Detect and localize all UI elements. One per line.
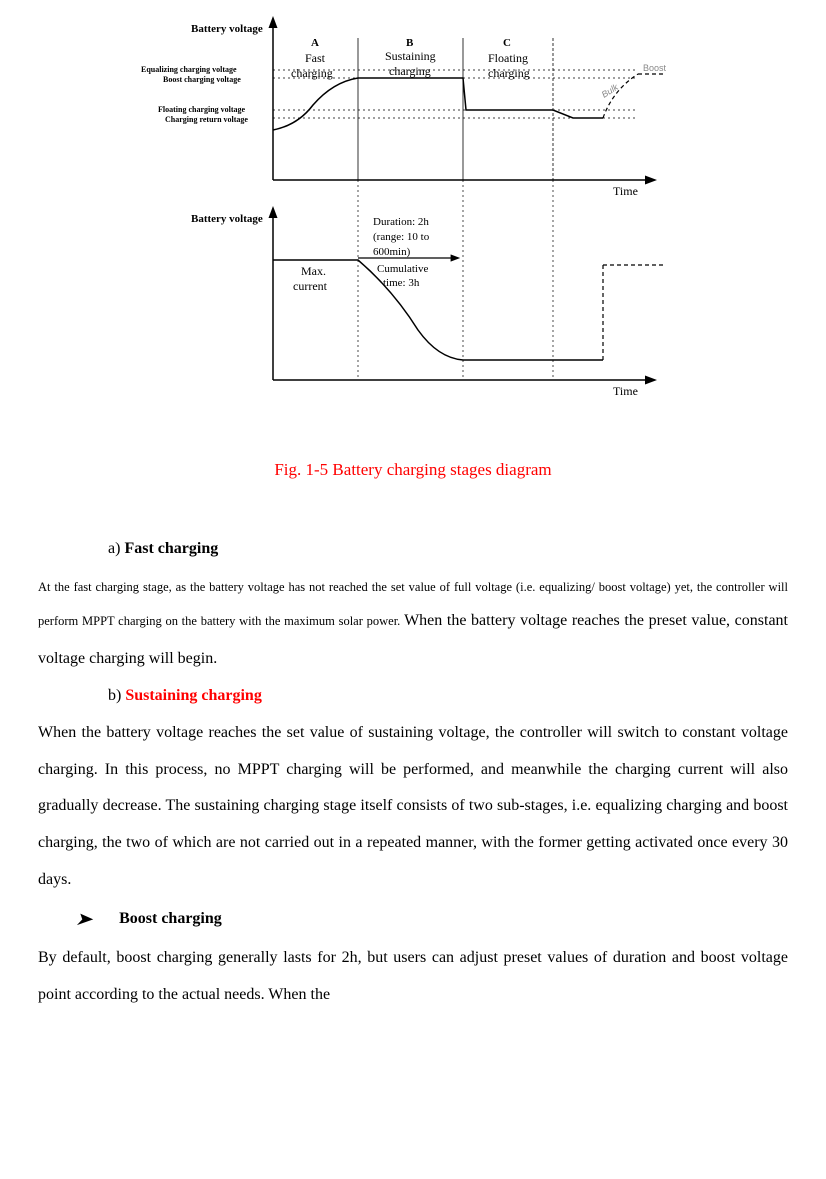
figure-caption: Fig. 1-5 Battery charging stages diagram bbox=[38, 460, 788, 480]
section-b-heading: b) Sustaining charging bbox=[108, 687, 788, 705]
top-axis-title: Battery voltage bbox=[191, 23, 263, 35]
phase-c-letter: C bbox=[503, 37, 511, 49]
bulk-label: Bulk bbox=[600, 82, 621, 100]
phase-b-w2: charging bbox=[389, 64, 431, 78]
info-range2: 600min) bbox=[373, 246, 411, 258]
info-range: (range: 10 to bbox=[373, 231, 430, 243]
info-cum1: Cumulative bbox=[377, 263, 428, 275]
charging-diagram: Battery voltage Time A B C Fast charging… bbox=[133, 10, 693, 430]
phase-b-w1: Sustaining bbox=[385, 49, 436, 63]
section-b-label: b) bbox=[108, 687, 125, 704]
section-a-label: a) bbox=[108, 540, 124, 557]
maxcur-2: current bbox=[293, 279, 328, 293]
section-a-title: Fast charging bbox=[124, 540, 218, 557]
ylab-return: Charging return voltage bbox=[165, 115, 248, 124]
ylab-eq: Equalizing charging voltage bbox=[141, 65, 237, 74]
section-a-heading: a) Fast charging bbox=[108, 540, 788, 558]
maxcur-1: Max. bbox=[301, 264, 326, 278]
boost-bullet-title: Boost charging bbox=[119, 910, 222, 928]
phase-c-w1: Floating bbox=[488, 51, 528, 65]
ylab-float: Floating charging voltage bbox=[158, 105, 246, 114]
bot-axis-title: Battery voltage bbox=[191, 213, 263, 225]
boost-bullet-line: ➤ Boost charging bbox=[76, 909, 788, 930]
ylab-boost: Boost charging voltage bbox=[163, 75, 241, 84]
bot-time-label: Time bbox=[613, 384, 638, 398]
phase-a-w2: charging bbox=[291, 66, 333, 80]
phase-b-letter: B bbox=[406, 37, 414, 49]
boost-label: Boost bbox=[643, 63, 667, 73]
boost-body: By default, boost charging generally las… bbox=[38, 940, 788, 1014]
top-time-label: Time bbox=[613, 184, 638, 198]
phase-a-w1: Fast bbox=[305, 51, 326, 65]
section-b-title: Sustaining charging bbox=[125, 687, 261, 704]
section-b-body: When the battery voltage reaches the set… bbox=[38, 715, 788, 899]
phase-a-letter: A bbox=[311, 37, 319, 49]
info-duration: Duration: 2h bbox=[373, 216, 429, 228]
info-cum2: time: 3h bbox=[383, 277, 420, 289]
bullet-arrow-icon: ➤ bbox=[74, 909, 92, 930]
section-a-body: At the fast charging stage, as the batte… bbox=[38, 572, 788, 679]
